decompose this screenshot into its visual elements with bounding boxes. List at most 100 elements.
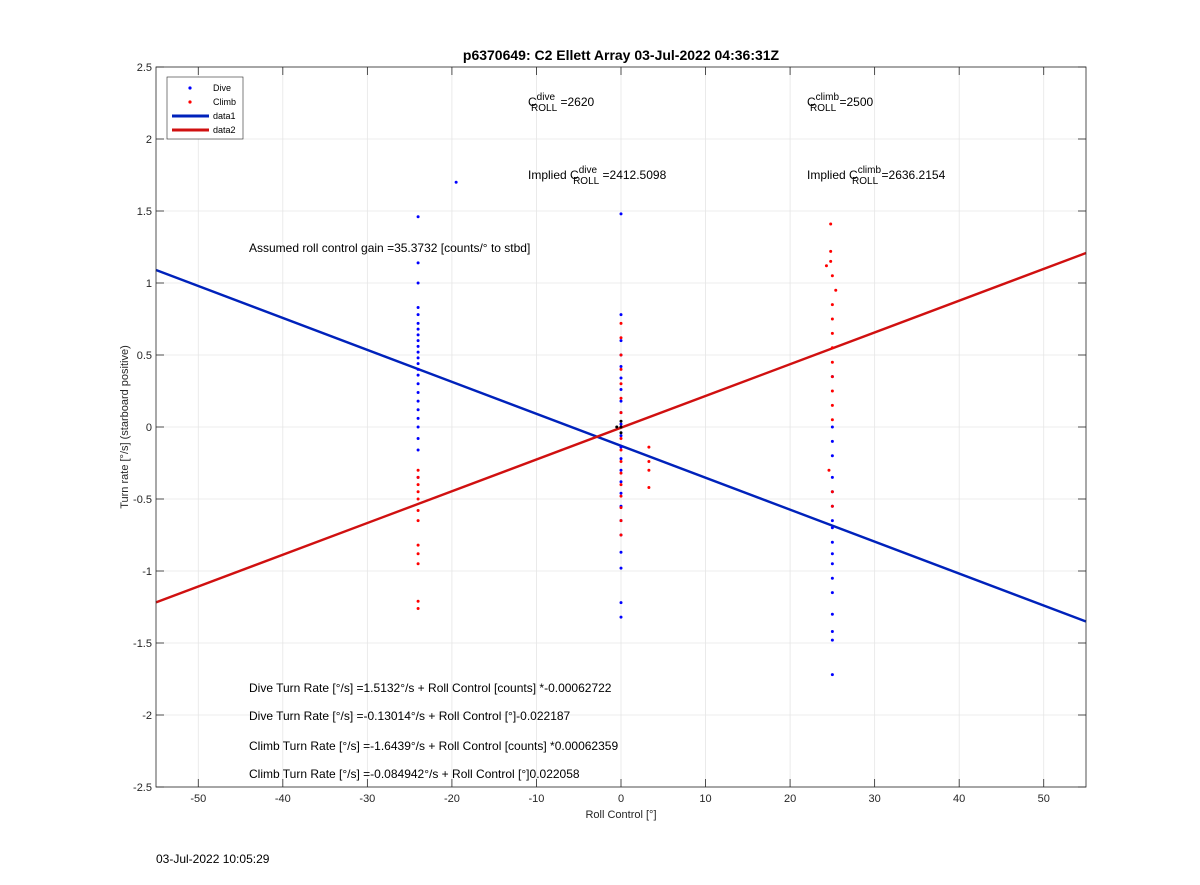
x-tick-labels: -50 -40 -30 -20 -10 0 10 20 30 40 50 [190,793,1050,805]
data-point-dive [416,313,420,317]
data-point-dive [416,425,420,429]
data-point-climb [619,336,623,340]
data-point-center [619,431,623,435]
data-point-climb [416,468,420,472]
data-point-dive [416,344,420,348]
data-point-climb [416,562,420,566]
data-point-dive [416,339,420,343]
data-point-climb [829,249,833,253]
data-point-dive [416,382,420,386]
series-dive [416,180,834,677]
data-point-climb [619,519,623,523]
y-tick-label: 0.5 [137,350,152,362]
equation-dive-counts: Dive Turn Rate [°/s] =1.5132°/s + Roll C… [249,681,612,695]
annotation-c-dive: Cdive ROLL =2620 [528,92,595,114]
series-center [615,419,623,435]
y-tick-label: -2 [142,710,152,722]
data-point-dive [619,550,623,554]
x-tick-label: -30 [359,793,375,805]
data-point-climb [619,353,623,357]
x-tick-label: -40 [275,793,291,805]
data-point-dive [416,399,420,403]
data-point-climb [830,317,834,321]
x-tick-label: 20 [784,793,796,805]
data-point-dive [619,445,623,449]
data-point-dive [416,327,420,331]
y-tick-label: 2.5 [137,62,152,74]
data-point-climb [830,303,834,307]
data-point-dive [416,437,420,441]
data-point-climb [824,264,828,268]
data-point-dive [830,526,834,530]
y-axis-label: Turn rate [°/s] (starboard positive) [119,345,131,509]
data-point-climb [619,471,623,475]
data-point-dive [619,422,623,426]
data-point-center [619,419,623,423]
data-point-climb [619,448,623,452]
annotation-implied-dive: Implied Cdive ROLL =2412.5098 [528,165,667,187]
footer-timestamp: 03-Jul-2022 10:05:29 [156,852,270,866]
data-point-climb [416,552,420,556]
legend-label-data1: data1 [213,111,236,121]
data-point-climb [619,321,623,325]
data-point-climb [830,389,834,393]
data-point-climb [830,490,834,494]
data-point-dive [619,399,623,403]
data-point-dive [830,629,834,633]
data-point-dive [619,434,623,438]
data-point-dive [619,468,623,472]
y-tick-label: -0.5 [133,494,152,506]
annotation-roll-gain: Assumed roll control gain =35.3732 [coun… [249,241,530,255]
data-point-dive [416,448,420,452]
data-point-climb [829,259,833,263]
y-tick-label: 1 [146,278,152,290]
data-point-center [615,425,619,429]
y-tick-label: -2.5 [133,782,152,794]
x-axis-label: Roll Control [°] [585,809,656,821]
x-tick-label: 0 [618,793,624,805]
data-point-climb [619,483,623,487]
legend-label-data2: data2 [213,125,236,135]
data-point-dive [416,281,420,285]
data-point-dive [619,339,623,343]
data-point-dive [416,362,420,366]
y-tick-label: 1.5 [137,206,152,218]
x-tick-label: 40 [953,793,965,805]
data-point-climb [829,222,833,226]
data-point-climb [830,418,834,422]
equation-climb-degrees: Climb Turn Rate [°/s] =-0.084942°/s + Ro… [249,767,580,781]
data-point-climb [834,288,838,292]
data-point-climb [830,346,834,350]
data-point-dive [416,321,420,325]
data-point-climb [416,606,420,610]
equation-dive-degrees: Dive Turn Rate [°/s] =-0.13014°/s + Roll… [249,709,571,723]
data-point-dive [416,350,420,354]
data-point-dive [416,367,420,371]
data-point-center [619,425,623,429]
data-point-dive [619,365,623,369]
data-point-dive [619,388,623,392]
data-point-dive [830,638,834,642]
data-point-dive [830,591,834,595]
data-point-dive [416,416,420,420]
data-point-climb [416,599,420,603]
data-point-dive [830,475,834,479]
data-point-climb [619,437,623,441]
annotation-implied-climb: Implied Cclimb ROLL =2636.2154 [807,165,946,187]
data-point-dive [830,540,834,544]
chart-title: p6370649: C2 Ellett Array 03-Jul-2022 04… [463,47,780,63]
data-point-dive [619,457,623,461]
data-point-dive [416,333,420,337]
data-point-climb [416,475,420,479]
data-point-dive [830,439,834,443]
data-point-dive [416,261,420,265]
data-point-dive [416,305,420,309]
data-point-dive [416,390,420,394]
annotation-c-climb: Cclimb ROLL =2500 [807,92,874,114]
data-point-dive [454,180,458,184]
legend-label-climb: Climb [213,97,236,107]
data-point-dive [416,356,420,360]
data-point-climb [416,543,420,547]
equation-climb-counts: Climb Turn Rate [°/s] =-1.6439°/s + Roll… [249,739,618,753]
data-point-climb [619,533,623,537]
